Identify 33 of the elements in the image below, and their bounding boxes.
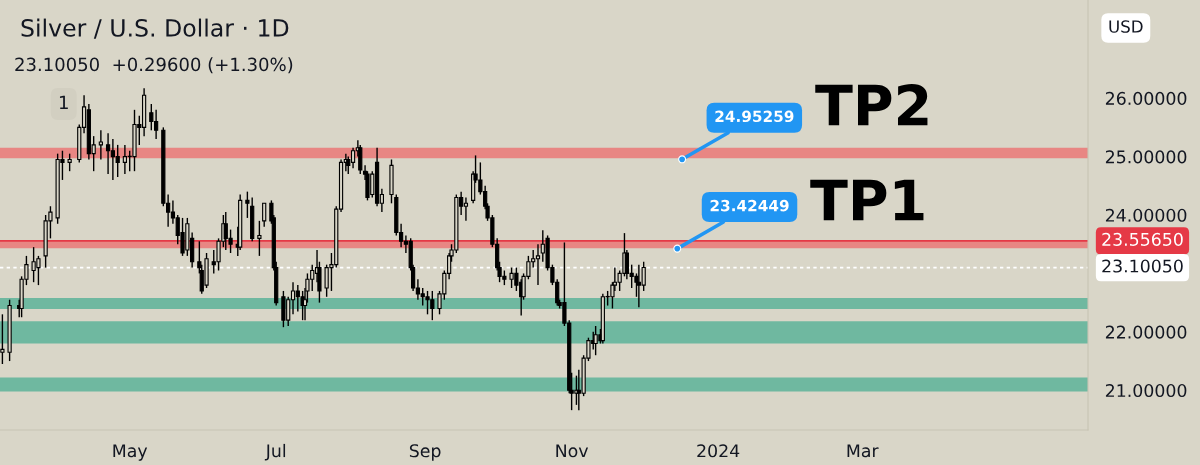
candlestick: [281, 290, 286, 328]
y-tick-label: 26.00000: [1105, 91, 1187, 105]
annotation: 1: [59, 95, 68, 109]
x-tick-label: May: [113, 444, 148, 461]
candlestick: [350, 147, 356, 169]
candlestick: [463, 196, 469, 222]
x-tick-label: Sep: [409, 444, 441, 461]
annotation: TP1: [810, 179, 924, 221]
x-tick-label: Jul: [264, 443, 286, 461]
x-tick-label: Mar: [847, 444, 879, 458]
x-tick-label: Nov: [556, 444, 589, 458]
candlestick: [0, 313, 5, 365]
text: 23.10050 +0.29600 (+1.30%): [15, 57, 293, 74]
y-tick-label: 21.00000: [1105, 383, 1187, 398]
y-tick-label: 22.00000: [1105, 325, 1187, 339]
candlestick: [122, 144, 128, 175]
x-tick-label: 2024: [697, 444, 740, 458]
ref-line-label: 23.10050: [1102, 259, 1183, 273]
candlestick: [262, 202, 267, 228]
candlestick: [98, 129, 103, 161]
text: USD: [1109, 20, 1143, 33]
text: Silver / U.S. Dollar · 1D: [21, 18, 289, 39]
ref-line-label: 23.55650: [1102, 232, 1183, 246]
candlestick: [105, 132, 111, 175]
y-tick-label: 25.00000: [1105, 150, 1187, 164]
annotation: 24.95259: [715, 110, 794, 123]
candlestick: [257, 220, 262, 257]
candlestick: [358, 144, 363, 175]
candlestick: [153, 109, 159, 140]
candlestick: [535, 243, 541, 286]
annotation: TP2: [815, 84, 928, 126]
y-tick-label: 24.00000: [1105, 208, 1187, 222]
annotation: 23.42449: [710, 199, 789, 212]
